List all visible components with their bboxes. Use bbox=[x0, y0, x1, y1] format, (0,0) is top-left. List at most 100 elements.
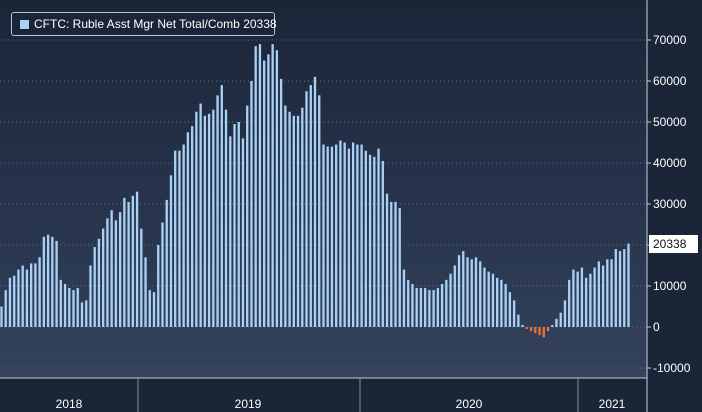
bar bbox=[114, 220, 118, 327]
bar bbox=[356, 144, 359, 327]
bar bbox=[627, 243, 630, 327]
bar bbox=[555, 318, 558, 327]
bar bbox=[373, 156, 376, 327]
bar bbox=[301, 107, 304, 328]
bar bbox=[313, 76, 317, 328]
bar bbox=[487, 271, 490, 327]
bar bbox=[398, 208, 401, 327]
bar bbox=[351, 142, 355, 327]
bar bbox=[466, 257, 469, 327]
bar bbox=[263, 60, 266, 327]
bar bbox=[512, 300, 516, 327]
bar bbox=[534, 327, 537, 334]
y-tick-label: 50000 bbox=[653, 115, 687, 129]
legend-label: CFTC: Ruble Asst Mgr Net Total/Comb bbox=[34, 17, 240, 31]
y-tick-label: 30000 bbox=[653, 197, 687, 211]
x-axis-label: 2018 bbox=[56, 397, 83, 411]
bar bbox=[80, 302, 84, 327]
bar bbox=[453, 265, 456, 327]
bar bbox=[63, 283, 67, 327]
bar bbox=[68, 288, 71, 327]
x-axis-label: 2020 bbox=[456, 397, 483, 411]
bar bbox=[195, 111, 198, 327]
bar bbox=[258, 44, 262, 327]
bar bbox=[190, 126, 194, 327]
bar bbox=[38, 257, 41, 327]
bar bbox=[339, 140, 342, 327]
last-value-tag: 20338 bbox=[649, 235, 698, 253]
bar bbox=[504, 283, 507, 327]
bar bbox=[606, 259, 609, 327]
bar bbox=[521, 324, 524, 327]
y-tick-label: 70000 bbox=[653, 33, 687, 47]
bar bbox=[97, 238, 101, 327]
bar bbox=[390, 201, 393, 327]
bar bbox=[140, 228, 143, 327]
bar bbox=[292, 115, 295, 327]
bar bbox=[440, 283, 444, 327]
bar bbox=[474, 257, 478, 327]
bar bbox=[432, 290, 435, 327]
bar bbox=[368, 154, 372, 327]
bar bbox=[161, 222, 164, 327]
bar bbox=[542, 327, 545, 338]
bar bbox=[483, 267, 486, 327]
bar bbox=[174, 150, 177, 327]
bar bbox=[275, 50, 279, 327]
bar bbox=[538, 327, 541, 336]
bar bbox=[34, 263, 37, 327]
x-axis-labels: 2018 2019 2020 2021 bbox=[56, 397, 626, 411]
legend-value: 20338 bbox=[243, 17, 277, 31]
bar bbox=[284, 105, 287, 327]
bar bbox=[178, 150, 181, 327]
bar bbox=[59, 279, 62, 327]
bar bbox=[148, 290, 151, 327]
bar bbox=[305, 91, 308, 327]
bar bbox=[529, 327, 533, 332]
bar bbox=[470, 259, 473, 327]
bar bbox=[0, 306, 3, 327]
bar bbox=[165, 199, 168, 327]
bar bbox=[123, 197, 126, 327]
y-tick-label: 10000 bbox=[653, 279, 687, 293]
bar bbox=[233, 124, 236, 327]
bar bbox=[479, 261, 482, 327]
y-tick-label: 0 bbox=[653, 320, 660, 334]
bar bbox=[618, 251, 622, 327]
bar bbox=[445, 279, 448, 327]
bar bbox=[385, 193, 389, 327]
bar bbox=[296, 115, 300, 327]
bar bbox=[182, 144, 185, 327]
bar bbox=[610, 259, 613, 327]
bar bbox=[51, 236, 54, 327]
bar bbox=[216, 95, 219, 327]
bar bbox=[381, 160, 384, 327]
bar bbox=[568, 279, 571, 327]
bar bbox=[21, 265, 24, 327]
bar bbox=[407, 279, 410, 327]
bar bbox=[525, 327, 528, 330]
bar bbox=[279, 78, 283, 327]
bar bbox=[559, 312, 562, 327]
bar bbox=[449, 273, 452, 327]
bar bbox=[597, 261, 601, 327]
bar bbox=[330, 146, 334, 327]
bar bbox=[8, 277, 12, 327]
axes bbox=[0, 0, 648, 412]
bar bbox=[364, 150, 367, 327]
legend: CFTC: Ruble Asst Mgr Net Total/Comb 2033… bbox=[11, 12, 277, 36]
y-tick-label: 40000 bbox=[653, 156, 687, 170]
bar bbox=[288, 111, 291, 327]
bar bbox=[85, 300, 88, 327]
bar bbox=[411, 283, 414, 327]
bar bbox=[106, 218, 109, 327]
bar bbox=[13, 275, 16, 327]
bar bbox=[415, 288, 418, 327]
y-tick-label: -10000 bbox=[653, 361, 691, 375]
bar bbox=[250, 81, 253, 327]
bar bbox=[42, 236, 46, 327]
bars bbox=[0, 44, 630, 338]
bar bbox=[72, 290, 75, 327]
y-tick-label: 60000 bbox=[653, 74, 687, 88]
bar bbox=[220, 85, 223, 327]
